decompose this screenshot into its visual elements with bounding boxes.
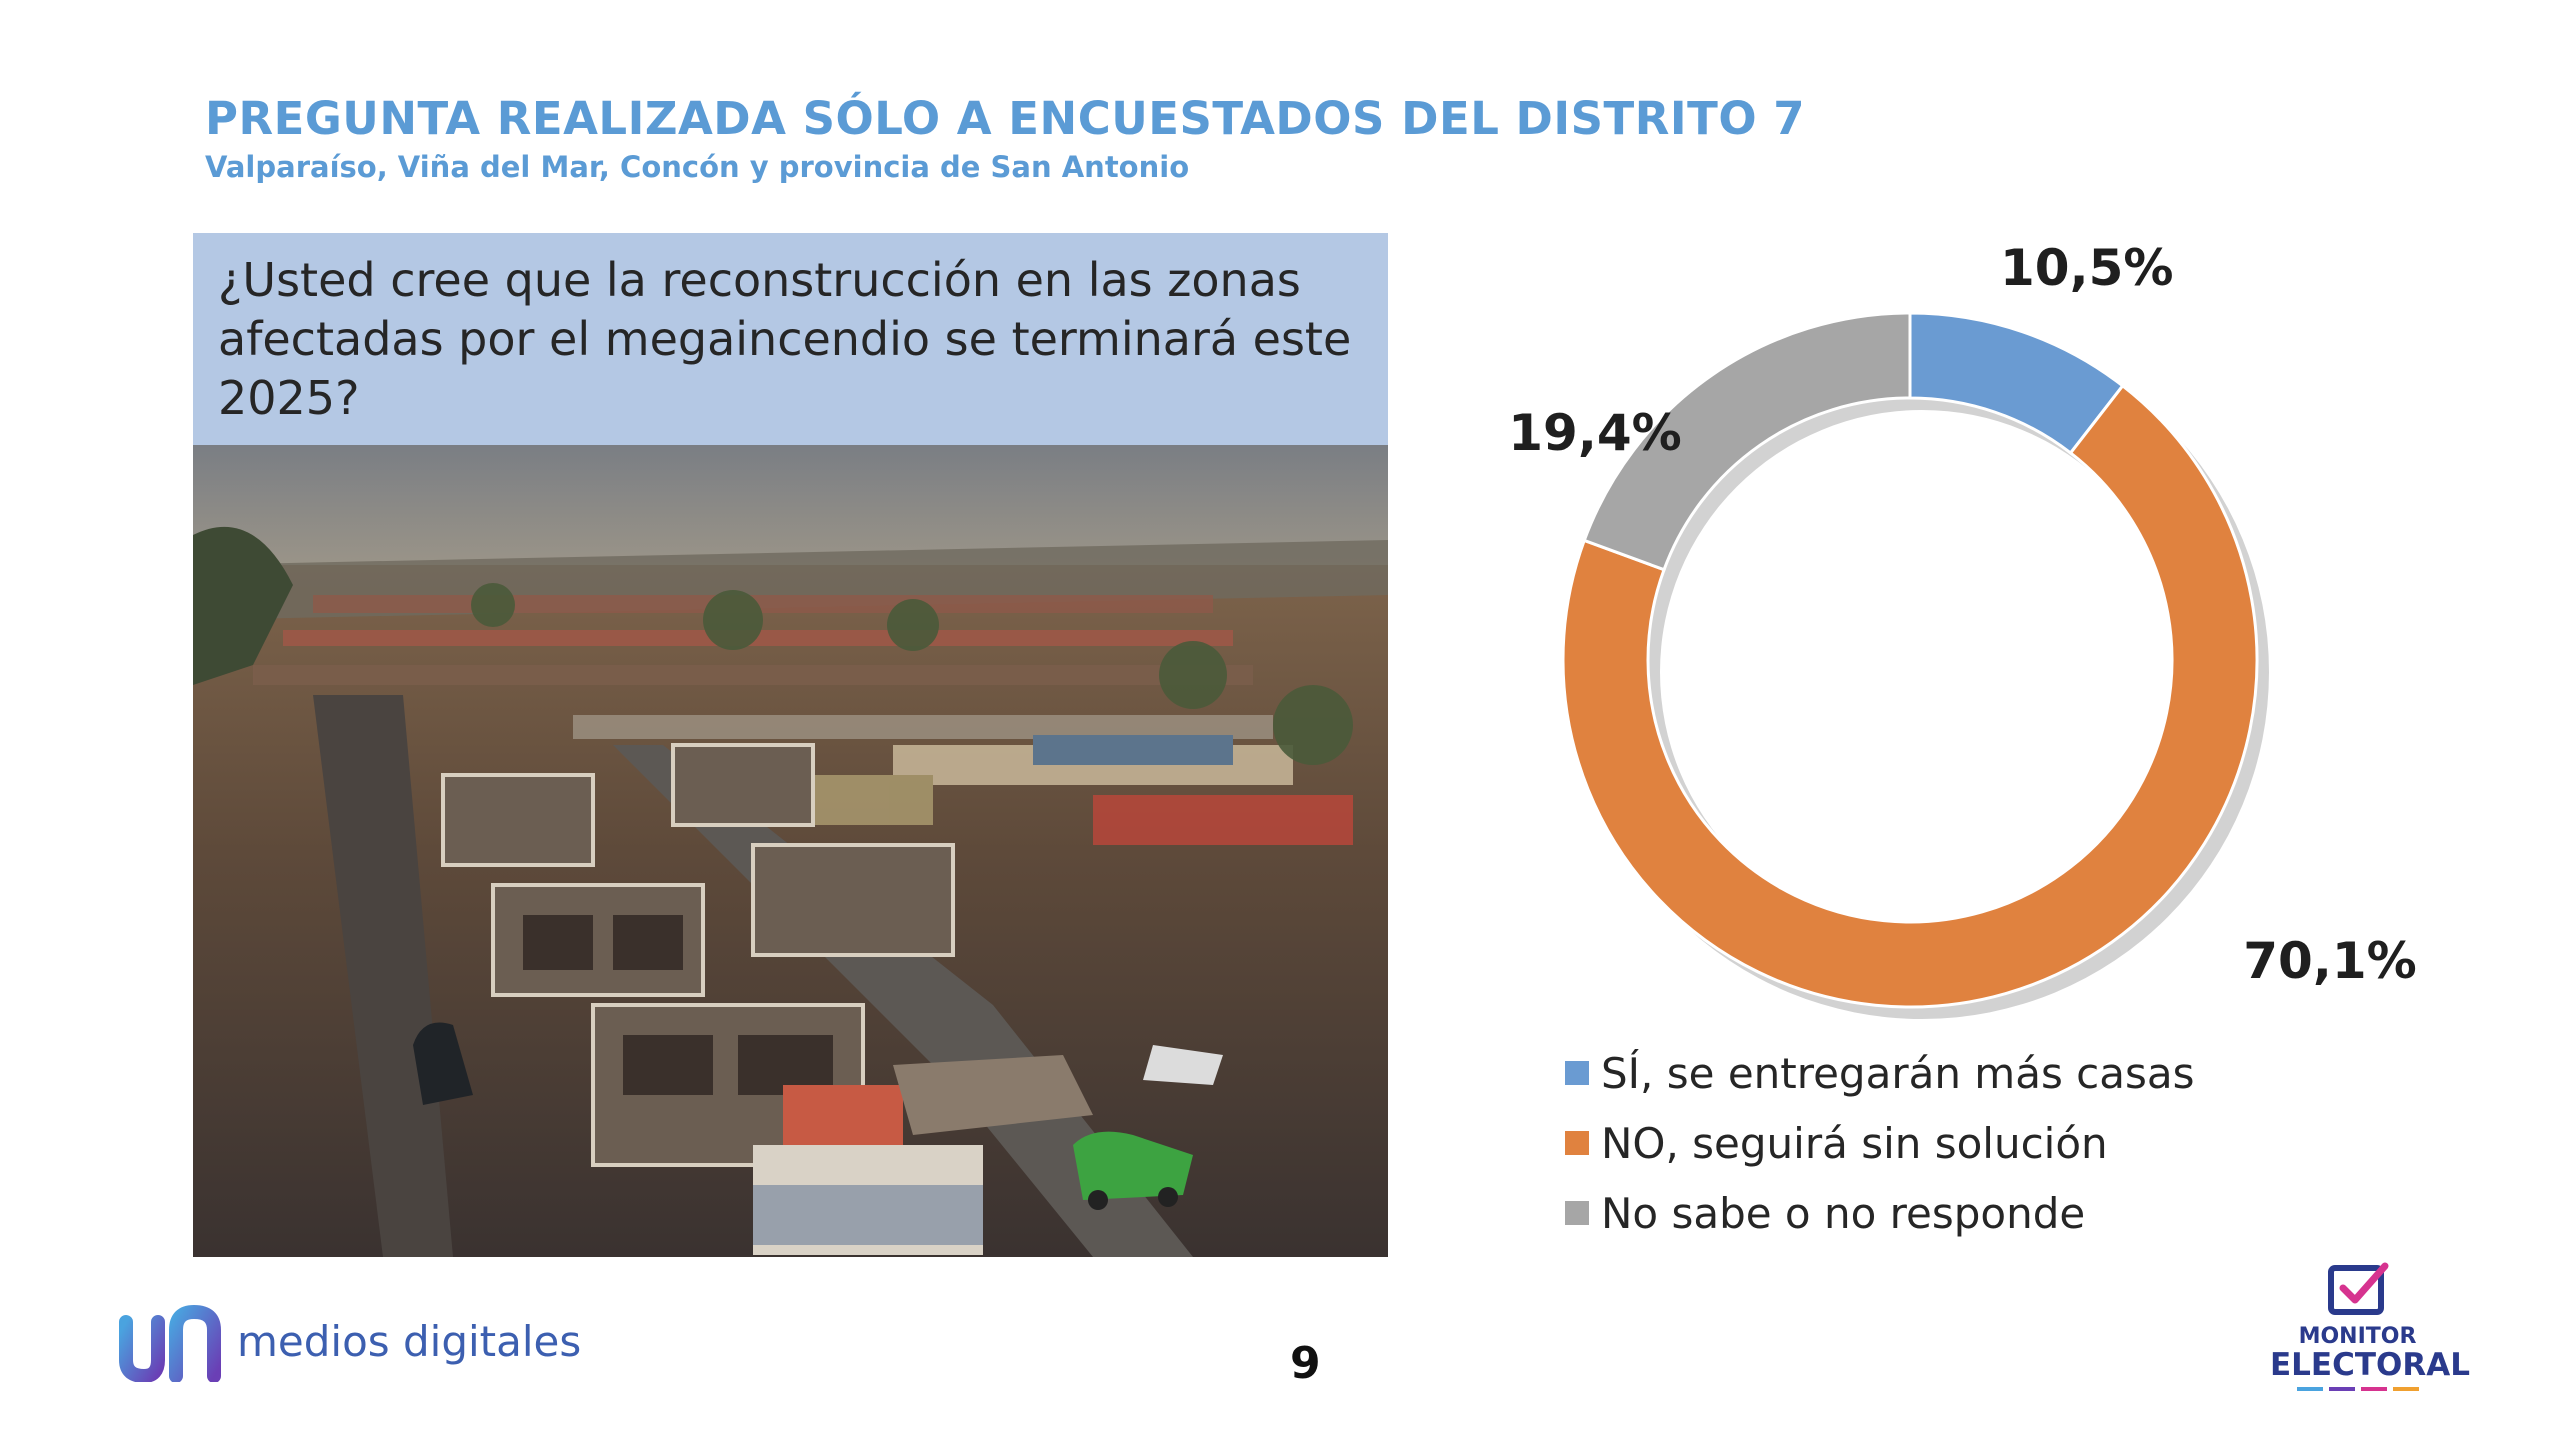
- donut-chart: 10,5% 70,1% 19,4%: [1508, 239, 2417, 1050]
- logo-dash: [2392, 1387, 2419, 1391]
- logo-dash: [2296, 1387, 2323, 1391]
- logo-dash: [2328, 1387, 2355, 1391]
- question-box: ¿Usted cree que la reconstrucción en las…: [193, 233, 1388, 445]
- brand-mark-icon: [119, 1304, 221, 1382]
- monitor-word: MONITOR: [2298, 1324, 2417, 1349]
- legend-swatch: [1565, 1061, 1589, 1085]
- logo-dashes: [2270, 1387, 2445, 1391]
- donut-slice: [1582, 311, 1912, 572]
- legend-label: NO, seguirá sin solución: [1601, 1118, 2108, 1168]
- legend-item: No sabe o no responde: [1565, 1178, 2195, 1248]
- data-label: 19,4%: [1508, 404, 1681, 462]
- brand-name: medios digitales: [237, 1316, 582, 1366]
- photo-illustration: [193, 445, 1388, 1257]
- fire-aftermath-photo: [193, 445, 1388, 1257]
- data-label: 10,5%: [2000, 239, 2173, 297]
- electoral-word: ELECTORAL: [2270, 1347, 2470, 1383]
- legend-swatch: [1565, 1131, 1589, 1155]
- page-title: PREGUNTA REALIZADA SÓLO A ENCUESTADOS DE…: [205, 92, 1806, 145]
- legend-label: No sabe o no responde: [1601, 1188, 2086, 1238]
- legend-item: NO, seguirá sin solución: [1565, 1108, 2195, 1178]
- ballot-check-icon: [2327, 1262, 2388, 1315]
- legend-swatch: [1565, 1201, 1589, 1225]
- data-label: 70,1%: [2243, 932, 2416, 990]
- medios-digitales-logo: medios digitales: [118, 1300, 581, 1382]
- donut-slice: [1561, 383, 2259, 1009]
- survey-question: ¿Usted cree que la reconstrucción en las…: [218, 253, 1352, 425]
- donut-chart-svg: 10,5% 70,1% 19,4%: [1508, 239, 2417, 1019]
- legend-label: SÍ, se entregarán más casas: [1601, 1048, 2195, 1098]
- legend-item: SÍ, se entregarán más casas: [1565, 1038, 2195, 1108]
- page-number: 9: [1290, 1338, 1321, 1389]
- chart-legend: SÍ, se entregarán más casas NO, seguirá …: [1565, 1038, 2195, 1248]
- page-subtitle: Valparaíso, Viña del Mar, Concón y provi…: [205, 150, 1190, 184]
- monitor-electoral-logo: MONITOR ELECTORAL: [2270, 1262, 2470, 1391]
- logo-dash: [2360, 1387, 2387, 1391]
